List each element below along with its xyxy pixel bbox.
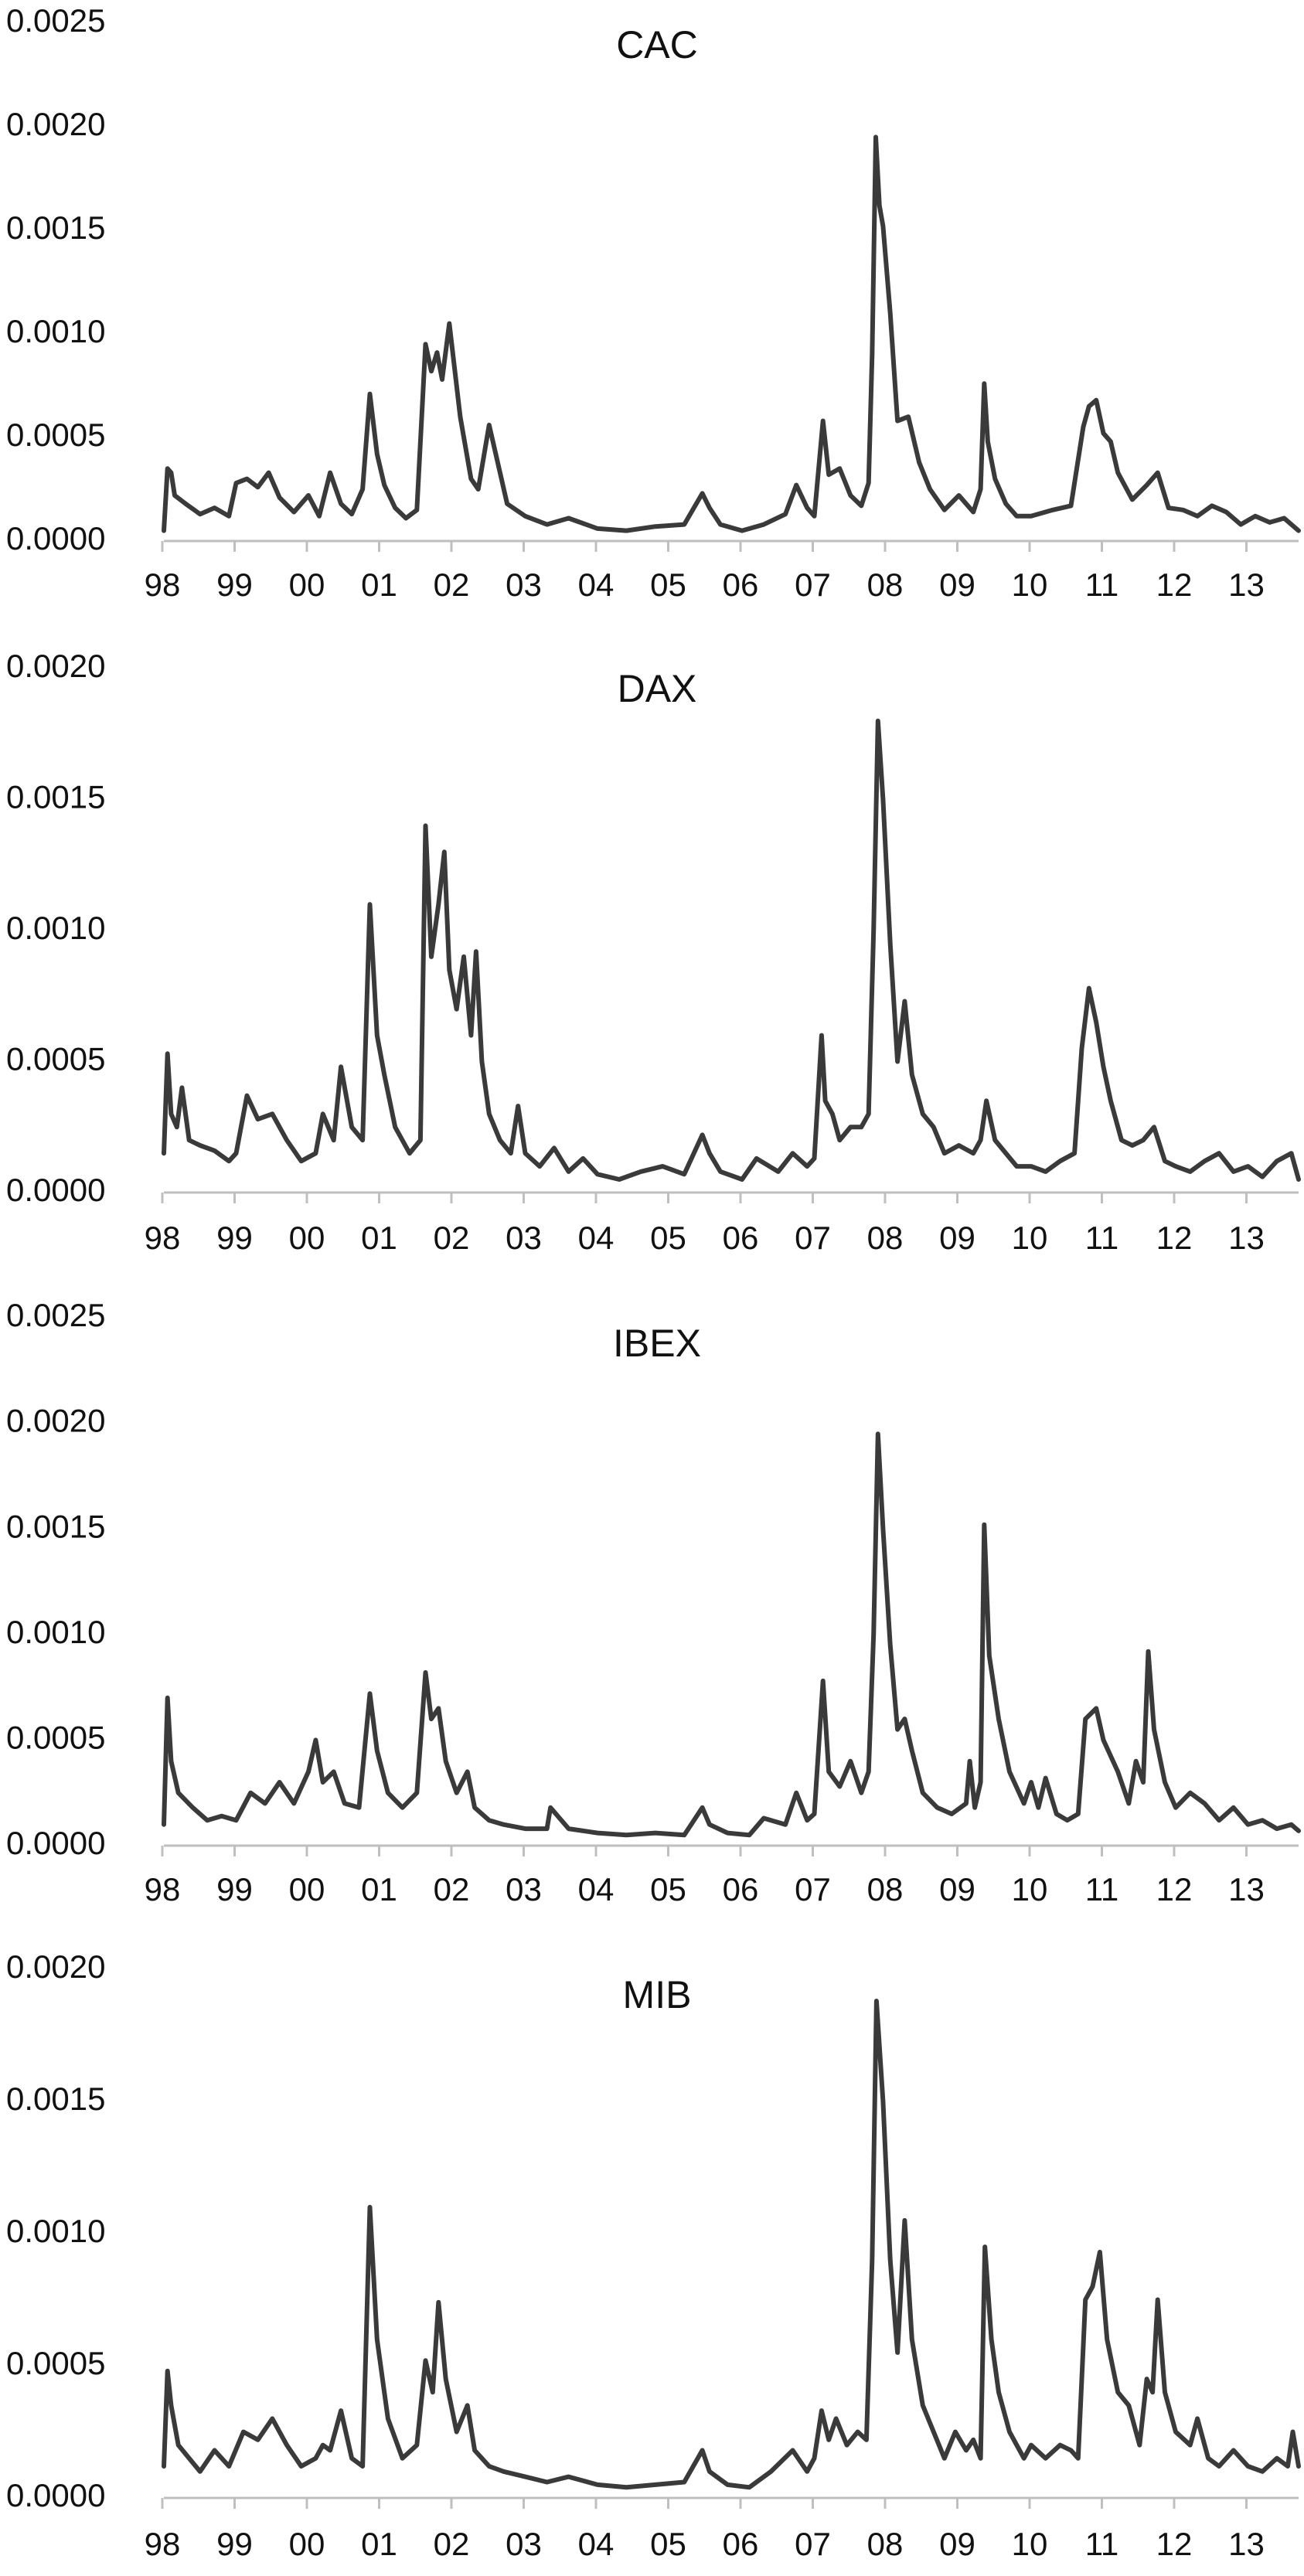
y-tick-label: 0.0025 xyxy=(6,2,105,39)
chart-panel-dax: DAX 0.0000 0.0005 0.0010 0.0015 0.0020 98 99 00 0… xyxy=(6,648,1301,1256)
x-tick-label: 01 xyxy=(361,2526,397,2562)
x-tick-label: 11 xyxy=(1085,1871,1119,1907)
x-tick-label: 12 xyxy=(1156,567,1193,603)
x-tick-label: 08 xyxy=(867,1871,904,1907)
y-tick-label: 0.0020 xyxy=(6,1403,105,1439)
x-tick-label: 10 xyxy=(1012,1220,1048,1256)
x-tick-label: 09 xyxy=(939,2526,975,2562)
x-tick-label: 00 xyxy=(289,1220,325,1256)
y-tick-label: 0.0005 xyxy=(6,1719,105,1755)
y-tick-label: 0.0015 xyxy=(6,2081,105,2117)
x-tick-label: 03 xyxy=(506,1871,542,1907)
x-tick-label: 09 xyxy=(939,1871,975,1907)
x-tick-label: 13 xyxy=(1228,567,1265,603)
x-tick-label: 08 xyxy=(867,1220,904,1256)
y-tick-label: 0.0005 xyxy=(6,2345,105,2381)
x-tick-label: 13 xyxy=(1228,1220,1265,1256)
y-tick-label: 0.0010 xyxy=(6,1614,105,1650)
x-tick-label: 07 xyxy=(795,1871,831,1907)
y-tick-label: 0.0000 xyxy=(6,2477,105,2513)
x-tick-label: 13 xyxy=(1228,2526,1265,2562)
series-line xyxy=(162,718,1301,1182)
x-tick-label: 06 xyxy=(723,1220,759,1256)
chart-panel-ibex: IBEX 0.0000 0.0005 0.0010 0.0015 0.0020 0.0025… xyxy=(6,1297,1301,1907)
x-tick-label: 09 xyxy=(939,567,975,603)
x-tick-label: 04 xyxy=(578,1220,615,1256)
series-line xyxy=(162,1999,1301,2490)
x-tick-label: 99 xyxy=(216,1871,253,1907)
x-tick-label: 02 xyxy=(434,1871,470,1907)
chart-title: CAC xyxy=(616,23,698,66)
y-tick-label: 0.0020 xyxy=(6,1948,105,1985)
y-tick-label: 0.0020 xyxy=(6,648,105,684)
x-tick-label: 06 xyxy=(723,567,759,603)
y-tick-label: 0.0010 xyxy=(6,2213,105,2249)
x-tick-label: 99 xyxy=(216,567,253,603)
x-tick-label: 98 xyxy=(145,1220,181,1256)
x-tick-label: 03 xyxy=(506,567,542,603)
x-tick-label: 05 xyxy=(650,567,686,603)
x-tick-label: 05 xyxy=(650,1220,686,1256)
x-tick-label: 05 xyxy=(650,2526,686,2562)
x-tick-label: 06 xyxy=(723,2526,759,2562)
x-tick-label: 00 xyxy=(289,1871,325,1907)
x-tick-label: 00 xyxy=(289,2526,325,2562)
y-tick-label: 0.0000 xyxy=(6,1825,105,1861)
x-tick-label: 07 xyxy=(795,2526,831,2562)
series-line xyxy=(162,134,1301,533)
x-tick-label: 11 xyxy=(1085,567,1119,603)
x-tick-label: 11 xyxy=(1085,1220,1119,1256)
x-tick-label: 05 xyxy=(650,1871,686,1907)
y-tick-label: 0.0025 xyxy=(6,1297,105,1333)
y-tick-label: 0.0010 xyxy=(6,313,105,349)
x-tick-label: 12 xyxy=(1156,2526,1193,2562)
x-tick-label: 09 xyxy=(939,1220,975,1256)
x-tick-label: 11 xyxy=(1085,2526,1119,2562)
y-tick-label: 0.0005 xyxy=(6,417,105,453)
series-line xyxy=(162,1431,1301,1838)
x-tick-label: 98 xyxy=(145,1871,181,1907)
y-tick-label: 0.0005 xyxy=(6,1041,105,1077)
x-tick-label: 13 xyxy=(1228,1871,1265,1907)
x-tick-label: 07 xyxy=(795,567,831,603)
x-tick-label: 99 xyxy=(216,1220,253,1256)
chart-title: DAX xyxy=(618,667,697,710)
y-tick-label: 0.0010 xyxy=(6,910,105,946)
x-tick-label: 99 xyxy=(216,2526,253,2562)
chart-panel-cac: CAC 0.0000 0.0005 0.0010 0.0015 0.0020 0.0025 9… xyxy=(6,2,1301,603)
x-tick-label: 03 xyxy=(506,2526,542,2562)
x-tick-label: 04 xyxy=(578,1871,615,1907)
x-tick-label: 10 xyxy=(1012,1871,1048,1907)
y-tick-label: 0.0015 xyxy=(6,779,105,815)
y-tick-label: 0.0015 xyxy=(6,1508,105,1544)
x-tick-label: 98 xyxy=(145,567,181,603)
chart-title: MIB xyxy=(623,1973,692,2016)
x-tick-label: 04 xyxy=(578,2526,615,2562)
x-tick-label: 02 xyxy=(434,1220,470,1256)
x-tick-label: 98 xyxy=(145,2526,181,2562)
x-tick-label: 04 xyxy=(578,567,615,603)
y-tick-label: 0.0015 xyxy=(6,209,105,246)
y-tick-label: 0.0020 xyxy=(6,106,105,142)
x-tick-label: 00 xyxy=(289,567,325,603)
x-tick-label: 12 xyxy=(1156,1871,1193,1907)
x-tick-label: 12 xyxy=(1156,1220,1193,1256)
x-tick-label: 01 xyxy=(361,567,397,603)
chart-title: IBEX xyxy=(613,1322,701,1365)
x-tick-label: 07 xyxy=(795,1220,831,1256)
chart-panel-mib: MIB 0.0000 0.0005 0.0010 0.0015 0.0020 98 99 00 0… xyxy=(6,1948,1301,2562)
x-tick-label: 01 xyxy=(361,1871,397,1907)
x-tick-label: 10 xyxy=(1012,2526,1048,2562)
y-tick-label: 0.0000 xyxy=(6,1172,105,1208)
x-tick-label: 01 xyxy=(361,1220,397,1256)
x-tick-label: 02 xyxy=(434,567,470,603)
x-tick-label: 03 xyxy=(506,1220,542,1256)
y-tick-label: 0.0000 xyxy=(6,520,105,556)
x-tick-label: 02 xyxy=(434,2526,470,2562)
x-tick-label: 06 xyxy=(723,1871,759,1907)
x-tick-label: 08 xyxy=(867,2526,904,2562)
x-tick-label: 10 xyxy=(1012,567,1048,603)
x-tick-label: 08 xyxy=(867,567,904,603)
